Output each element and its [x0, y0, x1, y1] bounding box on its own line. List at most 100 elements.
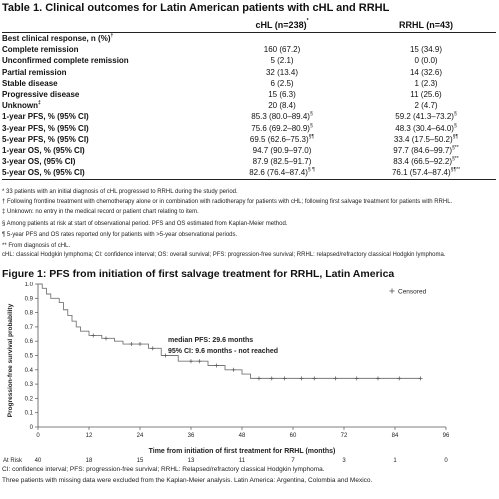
chl-value: 20 (8.4)	[268, 101, 296, 111]
censor-mark	[150, 346, 155, 351]
table-row: 1-year PFS, % (95% CI) 85.3 (80.0–89.4)§ 5…	[2, 111, 496, 122]
x-tick-label: 36	[188, 433, 195, 439]
y-tick-label: 0.4	[25, 368, 34, 374]
header-rrhl: RRHL (n=43)	[356, 18, 496, 33]
x-tick-label: 84	[392, 433, 399, 439]
chl-value: 85.3 (80.0–89.4)§	[251, 111, 313, 122]
at-risk-count: 13	[188, 458, 195, 462]
row-label: Best clinical response, n (%)†	[2, 33, 114, 43]
header-blank	[2, 18, 208, 33]
censor-mark	[129, 342, 134, 347]
censor-mark	[282, 376, 287, 381]
censor-mark	[231, 367, 236, 372]
table-header-row: cHL (n=238)* RRHL (n=43)	[2, 18, 496, 33]
table-row: 3-year OS, (95% CI) 87.9 (82.5–91.7) 83.4 …	[2, 156, 496, 167]
y-tick-label: 0.3	[25, 382, 34, 388]
at-risk-count: 18	[86, 458, 93, 462]
rrhl-value: 76.1 (57.4–87.4)§¶**	[356, 167, 496, 180]
table-row: Complete remission 160 (67.2) 15 (34.9)	[2, 44, 496, 55]
row-label: Unconfirmed complete remission	[2, 56, 129, 66]
x-tick-label: 12	[86, 433, 93, 439]
at-risk-count: 3	[342, 458, 346, 462]
at-risk-count: 0	[444, 458, 448, 462]
chl-value: 69.5 (62.6–75.3)§¶	[249, 133, 315, 144]
chl-value: 87.9 (82.5–91.7)	[252, 157, 312, 167]
censor-mark	[376, 376, 380, 381]
header-chl: cHL (n=238)*	[208, 18, 356, 33]
table-title: Table 1. Clinical outcomes for Latin Ame…	[2, 2, 390, 14]
chl-value: 94.7 (90.9–97.0)	[252, 146, 312, 156]
rrhl-value: 83.4 (66.5–92.2)§**	[393, 156, 459, 167]
at-risk-count: 15	[137, 458, 144, 462]
x-tick-label: 48	[239, 433, 246, 439]
legend-label: Censored	[398, 288, 427, 295]
y-axis-label: Progression-free survival probability	[7, 303, 14, 417]
rrhl-value: 15 (34.9)	[409, 45, 443, 55]
footnote: * 33 patients with an initial diagnosis …	[2, 189, 238, 195]
censor-mark	[269, 376, 274, 381]
censor-mark	[312, 376, 317, 381]
y-tick-label: 0.7	[25, 325, 34, 331]
chl-value: 75.6 (69.2–80.9)§	[251, 122, 313, 133]
footnote: ‡ Unknown: no entry in the medical recor…	[2, 209, 199, 215]
km-chart: 0 0.1 0.2 0.3 0.4 0.5 0.6 0.7 0.8 0.9 1.0 0 12 24 36 48…	[3, 282, 450, 462]
rrhl-value	[356, 33, 496, 45]
censor-mark	[333, 376, 338, 381]
censor-mark	[354, 376, 359, 381]
y-tick-label: 0.5	[25, 354, 34, 360]
censor-mark	[418, 376, 423, 381]
censor-mark	[138, 342, 142, 347]
table-row: Best clinical response, n (%)†	[2, 33, 496, 45]
row-label: Progressive disease	[2, 90, 80, 100]
table-row: Progressive disease 15 (6.3) 11 (25.6)	[2, 89, 496, 100]
ci-annotation: 95% CI: 9.6 months - not reached	[168, 348, 278, 355]
y-tick-label: 0.6	[25, 339, 34, 345]
table-row: Stable disease 6 (2.5) 1 (2.3)	[2, 78, 496, 89]
y-tick-label: 0	[30, 425, 34, 431]
x-tick-label: 96	[443, 433, 450, 439]
row-label: 1-year PFS, % (95% CI)	[2, 112, 89, 122]
footnote: cHL: classical Hodgkin lymphoma; CI: con…	[2, 252, 446, 258]
censor-mark	[163, 353, 168, 358]
row-label: Stable disease	[2, 78, 58, 88]
row-label: Partial remission	[2, 67, 67, 77]
row-label: Complete remission	[2, 45, 79, 55]
footnote: § Among patients at risk at start of obs…	[2, 221, 288, 227]
at-risk-count: 11	[239, 458, 246, 462]
chl-value: 32 (13.4)	[265, 67, 299, 77]
footnote: † Following frontline treatment with che…	[2, 199, 453, 205]
table-row: Partial remission 32 (13.4) 14 (32.6)	[2, 67, 496, 78]
censor-mark	[397, 376, 402, 381]
rrhl-value: 0 (0.0)	[414, 56, 438, 66]
rrhl-value: 11 (25.6)	[410, 90, 442, 100]
at-risk-count: 1	[393, 458, 397, 462]
rrhl-value: 14 (32.6)	[409, 67, 443, 77]
table-row: Unknown‡ 20 (8.4) 2 (4.7)	[2, 100, 496, 111]
chl-value: 15 (6.3)	[268, 90, 296, 100]
table-body: Best clinical response, n (%)† Complete r…	[2, 33, 496, 180]
rrhl-value: 48.3 (30.4–64.0)§	[395, 122, 457, 133]
row-label: Unknown‡	[2, 100, 41, 111]
rrhl-value: 1 (2.3)	[414, 78, 438, 88]
at-risk-count: 40	[35, 458, 42, 462]
table-row: Unconfirmed complete remission 5 (2.1) 0 (…	[2, 55, 496, 66]
x-tick-label: 72	[341, 433, 348, 439]
median-annotation: median PFS: 29.6 months	[168, 337, 253, 344]
figure-caption-1: CI: confidence interval; PFS: progressio…	[2, 466, 325, 473]
table-row: 1-year OS, % (95% CI) 94.7 (90.9–97.0) 97.…	[2, 145, 496, 156]
chl-value	[208, 33, 356, 45]
row-label: 5-year OS, % (95% CI)	[2, 167, 208, 180]
rrhl-value: 2 (4.7)	[414, 101, 438, 111]
censor-mark	[299, 376, 304, 381]
rrhl-value: 97.7 (84.6–99.7)§**	[393, 145, 459, 156]
y-tick-label: 0.9	[25, 296, 34, 302]
outcomes-table: cHL (n=238)* RRHL (n=43) Best clinical r…	[2, 18, 496, 180]
rrhl-value: 59.2 (41.3–73.2)§	[395, 111, 457, 122]
chl-value: 6 (2.5)	[270, 78, 294, 88]
chl-value: 5 (2.1)	[270, 56, 294, 66]
y-tick-label: 0.8	[25, 311, 34, 317]
footnote: ¶ 5-year PFS and OS rates reported only …	[2, 232, 238, 238]
row-label: 1-year OS, % (95% CI)	[2, 146, 85, 156]
censor-mark	[104, 336, 108, 341]
row-label: 3-year OS, (95% CI)	[2, 157, 76, 167]
